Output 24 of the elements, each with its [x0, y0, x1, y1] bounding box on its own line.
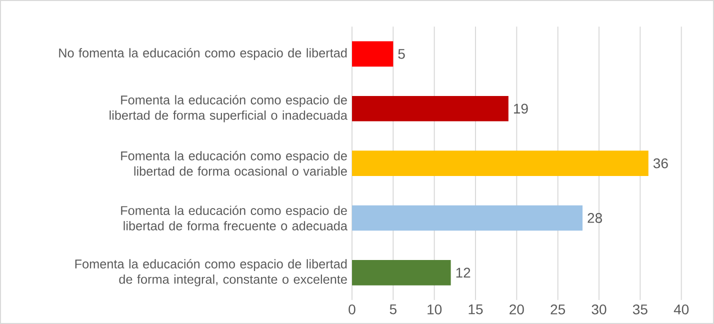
data-label: 28	[588, 213, 602, 223]
x-tick-label: 20	[510, 304, 524, 314]
x-tick-label: 40	[674, 304, 689, 314]
data-label: 5	[398, 49, 405, 59]
bar	[352, 96, 508, 122]
bar	[352, 150, 648, 176]
y-tick-label: Fomenta la educación como espacio de libertad de forma frecuente o adecuada	[121, 206, 348, 230]
y-tick-label: Fomenta la educación como espacio de libertad de forma superficial o inadecuada	[110, 95, 348, 122]
y-tick-label: Fomenta la educación como espacio de libertad de forma integral, constante o excelente	[75, 259, 347, 286]
bar	[352, 260, 451, 286]
y-tick-label: No fomenta la educación como espacio de libertad	[59, 48, 347, 60]
x-tick-label: 5	[390, 304, 396, 314]
x-tick-label: 10	[428, 304, 442, 314]
x-tick-label: 35	[632, 304, 648, 314]
y-tick-label: Fomenta la educación como espacio de libertad de forma ocasional o variable	[121, 150, 347, 176]
data-label: 12	[456, 268, 470, 278]
bar	[352, 205, 583, 231]
data-label: 36	[653, 158, 668, 168]
x-tick-label: 30	[592, 304, 606, 314]
x-tick-label: 25	[550, 304, 566, 314]
bar	[352, 41, 394, 67]
data-label: 19	[514, 104, 528, 114]
x-tick-label: 15	[468, 304, 483, 314]
x-tick-label: 0	[348, 304, 356, 314]
